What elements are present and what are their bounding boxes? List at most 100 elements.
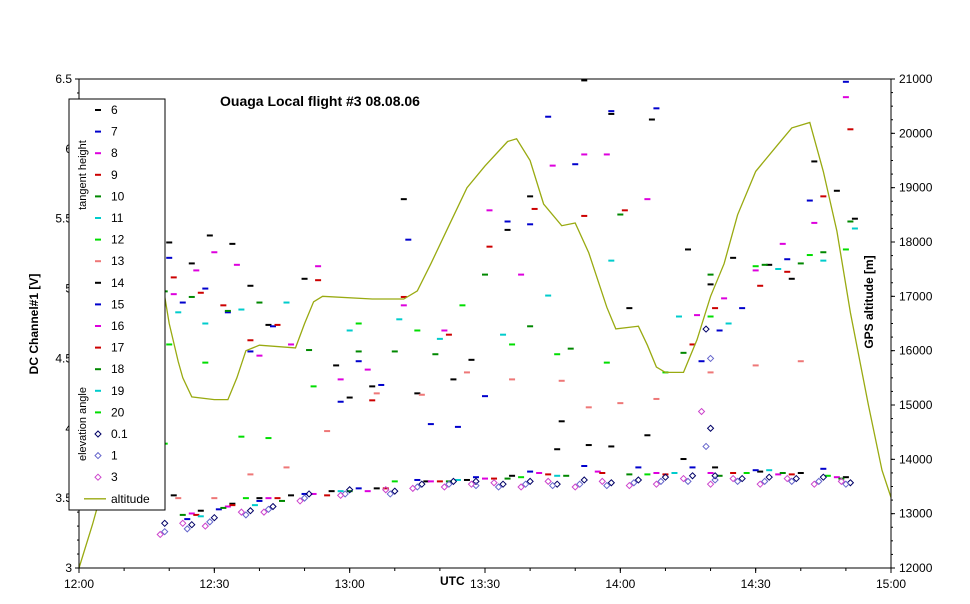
elevation-point-3	[467, 480, 476, 488]
legend-label-1: 1	[111, 449, 118, 463]
y-axis-label: DC Channel#1 [V]	[27, 274, 41, 375]
altitude-line	[78, 121, 892, 569]
y-tick-label: 4.5	[55, 351, 72, 365]
x-tick-label: 14:00	[605, 577, 635, 591]
y2-tick-label: 16000	[899, 344, 933, 358]
y2-tick-label: 17000	[899, 289, 933, 303]
elevation-point-0.1	[418, 480, 426, 488]
chart-title: Ouaga Local flight #3 08.08.06	[220, 93, 420, 109]
y2-tick-label: 20000	[899, 126, 933, 140]
legend-label-7: 7	[111, 125, 118, 139]
y2-tick-label: 18000	[899, 235, 933, 249]
elevation-point-1	[183, 525, 191, 533]
elevation-point-1	[161, 527, 169, 536]
elevation-point-1	[788, 477, 796, 486]
legend-group-elevation: elevation angle	[77, 387, 89, 461]
elevation-point-0.1	[607, 479, 616, 487]
elevation-point-0.1	[269, 502, 277, 511]
elevation-point-1	[733, 477, 742, 486]
elevation-point-1	[603, 481, 611, 490]
x-tick-label: 12:30	[199, 577, 229, 591]
elevation-point-3	[697, 407, 706, 416]
elevation-point-3	[336, 491, 345, 500]
elevation-point-0.1	[846, 479, 855, 487]
elevation-point-1	[576, 480, 584, 488]
legend-swatch-1	[94, 451, 102, 460]
elevation-point-0.1	[161, 519, 169, 527]
elevation-point-3	[517, 483, 525, 491]
elevation-point-3	[440, 483, 449, 491]
elevation-point-3	[679, 474, 688, 483]
legend-label-17: 17	[111, 341, 125, 355]
x-tick-label: 13:00	[335, 577, 365, 591]
elevation-point-1	[521, 480, 530, 488]
elevation-point-1	[706, 354, 715, 363]
elevation-point-1	[264, 505, 273, 514]
x-tick-label: 13:30	[470, 577, 500, 591]
y2-tick-label: 14000	[899, 452, 933, 466]
x-tick-label: 14:30	[741, 577, 771, 591]
elevation-point-3	[706, 480, 715, 488]
elevation-point-1	[702, 442, 710, 451]
elevation-point-3	[237, 508, 246, 516]
marks-layer	[78, 79, 892, 569]
elevation-point-0.1	[819, 473, 828, 481]
elevation-point-0.1	[706, 424, 715, 432]
elevation-point-0.1	[526, 477, 534, 486]
elevation-point-0.1	[391, 487, 399, 495]
elevation-point-0.1	[472, 477, 480, 486]
y2-axis-label: GPS altitude [m]	[862, 255, 876, 348]
elevation-point-0.1	[553, 480, 561, 488]
legend-label-14: 14	[111, 276, 125, 290]
elevation-point-0.1	[188, 520, 196, 529]
elevation-point-1	[657, 477, 665, 486]
legend-label-6: 6	[111, 103, 118, 117]
elevation-point-3	[729, 474, 737, 483]
elevation-point-1	[815, 477, 823, 486]
legend-box	[68, 98, 166, 511]
elevation-point-3	[260, 508, 268, 516]
elevation-point-3	[837, 477, 846, 486]
elevation-point-0.1	[738, 474, 746, 483]
elevation-point-3	[382, 486, 390, 494]
elevation-point-3	[490, 479, 498, 487]
elevation-point-0.1	[246, 507, 255, 515]
legend-label-0.1: 0.1	[111, 427, 128, 441]
y-tick-label: 6.5	[55, 72, 72, 86]
elevation-point-1	[300, 494, 309, 502]
elevation-point-3	[810, 480, 819, 488]
elevation-point-3	[156, 530, 164, 539]
elevation-point-1	[548, 481, 557, 490]
elevation-point-0.1	[702, 325, 710, 333]
elevation-point-1	[684, 477, 692, 486]
y-tick-label: 5.5	[55, 212, 72, 226]
y2-tick-label: 15000	[899, 398, 933, 412]
elevation-point-3	[783, 474, 791, 483]
legend-label-16: 16	[111, 319, 125, 333]
legend-swatch-0.1	[94, 430, 102, 438]
elevation-point-0.1	[345, 486, 354, 494]
y-tick-label: 3.5	[55, 491, 72, 505]
elevation-point-3	[571, 483, 579, 491]
elevation-point-3	[625, 481, 634, 490]
x-axis-label: UTC	[440, 574, 465, 588]
legend: tangent height elevation angle 678910111…	[68, 98, 166, 511]
elevation-point-0.1	[634, 476, 643, 484]
elevation-point-1	[413, 483, 422, 491]
elevation-point-1	[242, 511, 250, 519]
x-tick-label: 12:00	[64, 577, 94, 591]
axes-layer: 12:00 12:30 13:00 13:30 14:00 14:30 15:00 3 3.5 4…	[55, 72, 932, 591]
elevation-point-0.1	[765, 473, 773, 481]
elevation-point-0.1	[449, 477, 458, 486]
elevation-point-3	[296, 497, 304, 505]
elevation-point-0.1	[711, 472, 719, 480]
y2-tick-label: 12000	[899, 561, 933, 575]
y2-tick-label: 13000	[899, 507, 933, 521]
legend-label-13: 13	[111, 254, 125, 268]
legend-label-8: 8	[111, 146, 118, 160]
elevation-point-0.1	[688, 472, 697, 480]
elevation-point-0.1	[499, 480, 507, 488]
x-tick-label: 15:00	[876, 577, 906, 591]
